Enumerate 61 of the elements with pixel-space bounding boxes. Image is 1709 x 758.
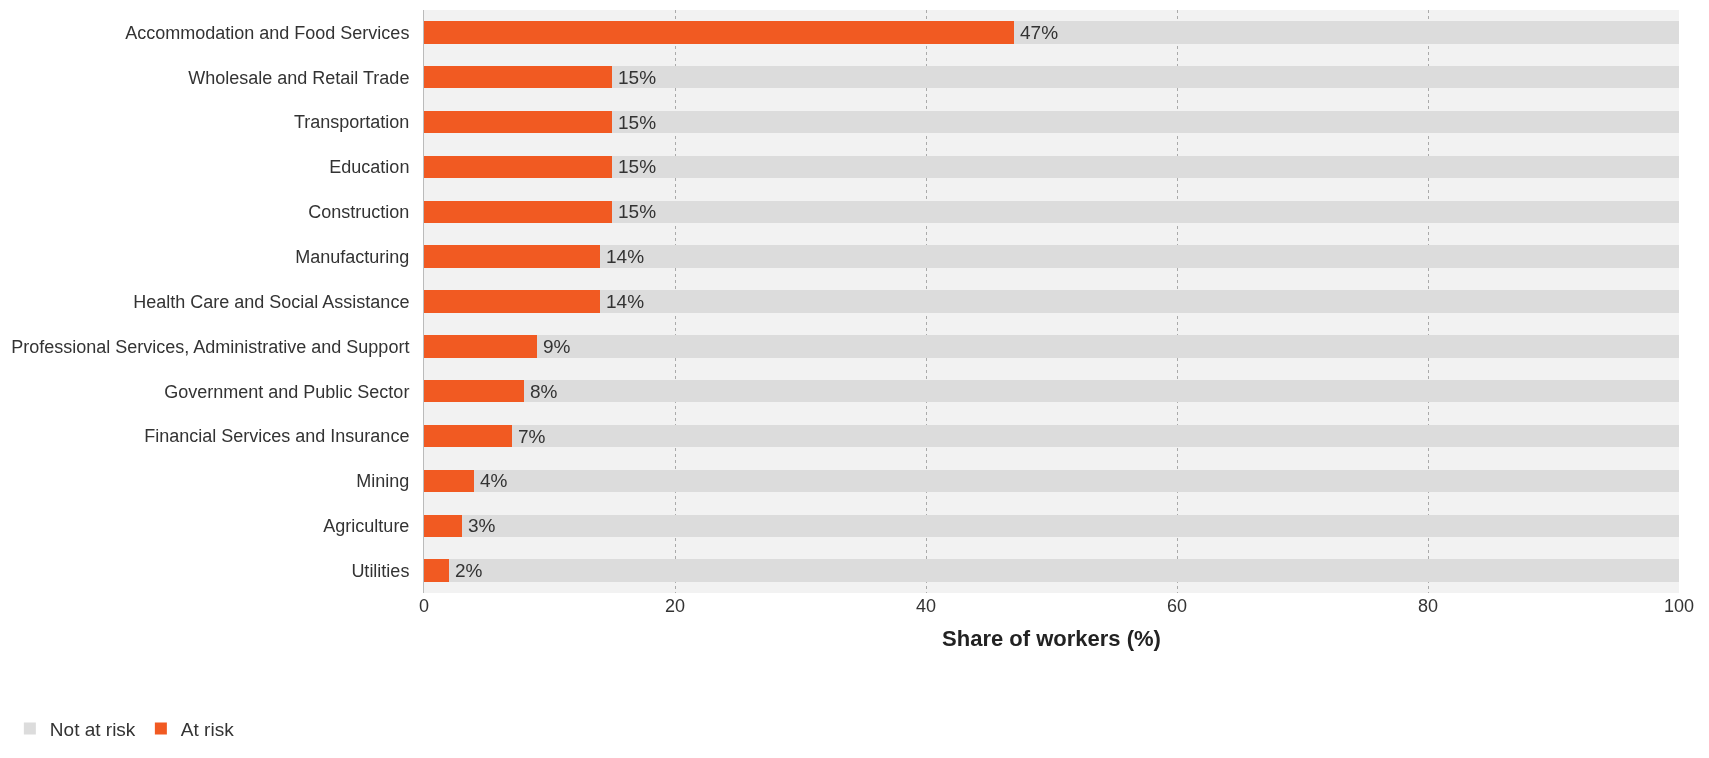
y-tick-label: Mining bbox=[356, 471, 410, 492]
bar bbox=[599, 245, 1679, 268]
bar bbox=[424, 514, 462, 537]
bar bbox=[424, 290, 600, 313]
bar bbox=[536, 335, 1679, 358]
y-tick-label: Construction bbox=[308, 202, 410, 223]
y-tick-label: Accommodation and Food Services bbox=[125, 22, 410, 43]
y-tick-label: Financial Services and Insurance bbox=[144, 426, 410, 447]
x-axis-title: Share of workers (%) bbox=[942, 625, 1161, 651]
legend-label: Not at risk bbox=[49, 718, 136, 740]
bar bbox=[424, 155, 613, 179]
x-tick-label: 100 bbox=[1663, 596, 1695, 616]
data-label: 14% bbox=[606, 291, 645, 312]
y-tick-label: Education bbox=[329, 157, 410, 178]
y-tick-label: Wholesale and Retail Trade bbox=[188, 67, 410, 88]
data-label: 7% bbox=[518, 426, 546, 447]
y-tick-label: Agriculture bbox=[323, 516, 410, 537]
x-tick-label: 20 bbox=[664, 596, 686, 616]
y-tick-label: Utilities bbox=[351, 560, 410, 581]
bar bbox=[424, 379, 525, 403]
bar bbox=[524, 379, 1679, 403]
bar bbox=[424, 110, 613, 134]
data-label: 9% bbox=[543, 336, 571, 357]
bar bbox=[424, 200, 613, 224]
data-label: 2% bbox=[455, 560, 483, 581]
bar bbox=[424, 21, 1014, 44]
data-label: 14% bbox=[606, 246, 645, 267]
bar bbox=[474, 469, 1679, 493]
data-label: 4% bbox=[480, 470, 508, 491]
data-label: 8% bbox=[530, 381, 558, 402]
bar bbox=[424, 559, 450, 582]
y-tick-label: Manufacturing bbox=[295, 246, 410, 267]
legend-label: At risk bbox=[180, 718, 235, 740]
data-label: 3% bbox=[468, 515, 496, 536]
bar bbox=[424, 245, 600, 268]
bar bbox=[424, 469, 475, 493]
data-label: 15% bbox=[618, 67, 657, 88]
bar bbox=[511, 424, 1679, 448]
bar bbox=[449, 559, 1679, 582]
data-label: 47% bbox=[1020, 22, 1059, 43]
x-tick-label: 40 bbox=[915, 596, 937, 616]
bar bbox=[612, 66, 1679, 89]
bar bbox=[424, 66, 613, 89]
y-tick-label: Government and Public Sector bbox=[164, 381, 410, 402]
bar bbox=[424, 335, 537, 358]
bar bbox=[612, 155, 1679, 179]
x-tick-label: 60 bbox=[1166, 596, 1188, 616]
data-label: 15% bbox=[618, 201, 657, 222]
x-tick-label: 80 bbox=[1417, 596, 1439, 616]
bar bbox=[461, 514, 1679, 537]
y-tick-label: Transportation bbox=[293, 112, 410, 133]
bar bbox=[612, 200, 1679, 224]
x-tick-label: 0 bbox=[418, 596, 430, 616]
bar bbox=[424, 424, 512, 448]
y-tick-label: Health Care and Social Assistance bbox=[133, 291, 410, 312]
bar bbox=[1013, 21, 1679, 44]
data-label: 15% bbox=[618, 156, 657, 177]
data-label: 15% bbox=[618, 112, 657, 133]
bar bbox=[599, 290, 1679, 313]
y-tick-label: Professional Services, Administrative and Support bbox=[11, 336, 410, 357]
bar bbox=[612, 110, 1679, 134]
